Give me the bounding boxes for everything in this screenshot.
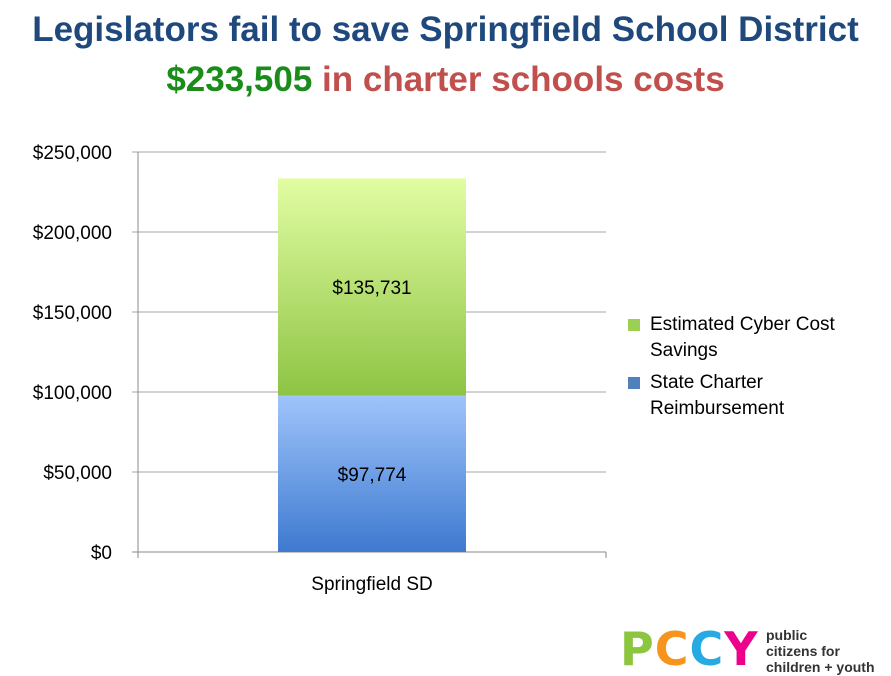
data-label: $97,774 [338,465,407,486]
y-tick-label: $250,000 [33,143,112,164]
legend-swatch-green [628,319,640,331]
y-tick-label: $0 [91,543,112,564]
chart-legend: Estimated Cyber Cost Savings State Chart… [628,312,888,428]
chart-title: Legislators fail to save Springfield Sch… [32,10,859,49]
x-tick-label: Springfield SD [311,574,432,595]
legend-item-charter-reimbursement: State Charter Reimbursement [628,370,888,422]
y-tick-label: $100,000 [33,383,112,404]
pccy-logo: PCCY public citizens for children + yout… [620,622,888,676]
chart-subtitle: $233,505 in charter schools costs [0,58,891,102]
legend-label-charter-reimbursement: State Charter Reimbursement [650,372,785,419]
legend-item-cyber-savings: Estimated Cyber Cost Savings [628,312,888,364]
y-tick-label: $50,000 [43,463,112,484]
bar-segment [278,178,466,396]
bar-segment [278,395,466,552]
subtitle-amount: $233,505 [166,60,313,99]
subtitle-text: in charter schools costs [312,60,725,99]
logo-letters: PCCY [620,622,759,676]
legend-swatch-blue [628,377,640,389]
y-tick-label: $200,000 [33,223,112,244]
data-label: $135,731 [332,278,411,299]
logo-text: public citizens for children + youth [766,627,875,675]
legend-label-cyber-savings: Estimated Cyber Cost Savings [650,314,835,361]
y-tick-label: $150,000 [33,303,112,324]
